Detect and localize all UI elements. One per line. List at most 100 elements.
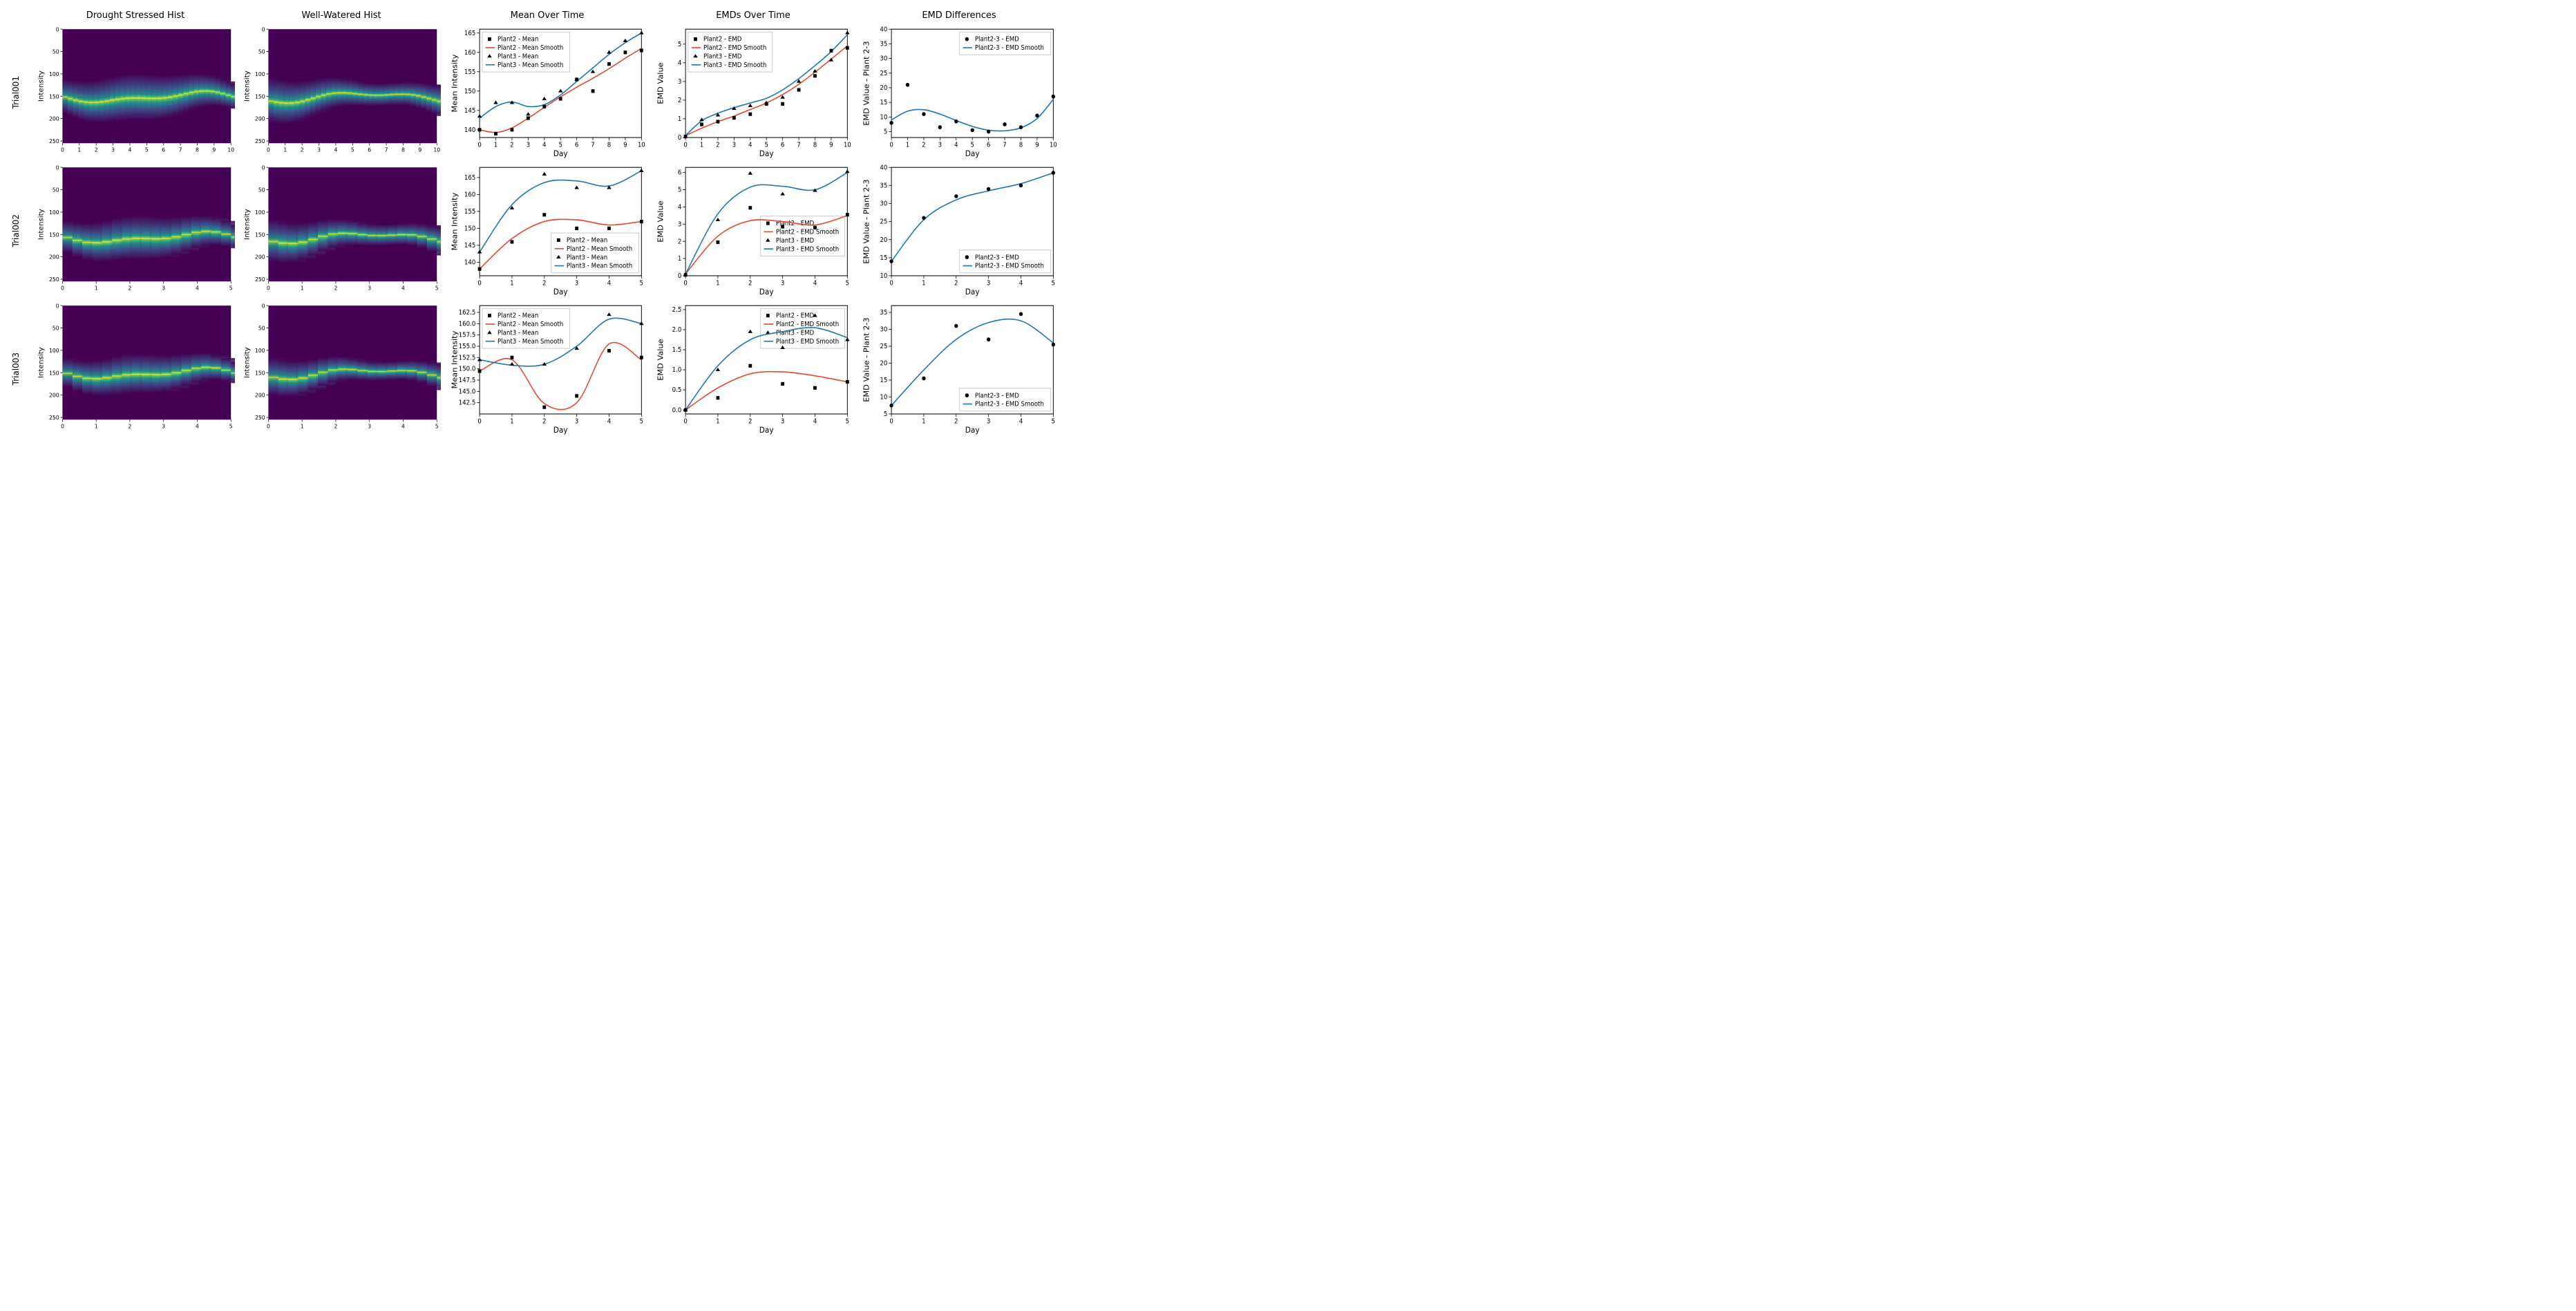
svg-text:152.5: 152.5 xyxy=(459,355,476,361)
svg-text:10: 10 xyxy=(1050,142,1057,149)
svg-text:5: 5 xyxy=(229,285,233,291)
svg-text:150: 150 xyxy=(255,370,265,376)
svg-text:Intensity: Intensity xyxy=(244,70,252,102)
svg-text:2: 2 xyxy=(128,423,131,429)
emd-over-time-chart: 0123450123456DayEMD ValuePlant2 - EMDPla… xyxy=(654,163,853,299)
svg-text:Plant2 - Mean Smooth: Plant2 - Mean Smooth xyxy=(567,246,632,253)
svg-text:5: 5 xyxy=(970,142,974,149)
svg-text:Intensity: Intensity xyxy=(38,209,46,240)
svg-text:0: 0 xyxy=(267,285,270,291)
svg-text:200: 200 xyxy=(49,115,59,122)
svg-text:50: 50 xyxy=(258,48,265,55)
svg-text:Plant3 - Mean Smooth: Plant3 - Mean Smooth xyxy=(498,62,563,69)
svg-text:5: 5 xyxy=(640,280,643,287)
svg-text:0: 0 xyxy=(61,147,64,153)
svg-text:155: 155 xyxy=(464,209,475,216)
svg-text:0: 0 xyxy=(477,280,482,287)
svg-text:5: 5 xyxy=(764,142,768,149)
svg-text:155.0: 155.0 xyxy=(459,343,476,350)
svg-text:4: 4 xyxy=(128,147,131,153)
svg-text:150: 150 xyxy=(464,225,476,232)
svg-text:Plant2-3 - EMD Smooth: Plant2-3 - EMD Smooth xyxy=(975,263,1044,270)
svg-text:35: 35 xyxy=(880,182,887,189)
svg-text:Plant3 - Mean: Plant3 - Mean xyxy=(567,254,607,261)
svg-text:Plant2-3 - EMD Smooth: Plant2-3 - EMD Smooth xyxy=(975,401,1044,408)
svg-text:0: 0 xyxy=(477,418,482,425)
svg-text:Day: Day xyxy=(965,287,980,296)
svg-text:Plant2 - Mean: Plant2 - Mean xyxy=(567,237,607,244)
svg-text:2: 2 xyxy=(748,280,752,287)
svg-text:0: 0 xyxy=(267,423,270,429)
svg-text:9: 9 xyxy=(1035,142,1039,149)
svg-text:4: 4 xyxy=(334,147,337,153)
svg-text:0: 0 xyxy=(262,303,265,309)
row-title: Trial002 xyxy=(11,214,21,247)
svg-text:Intensity: Intensity xyxy=(38,347,46,378)
svg-text:Intensity: Intensity xyxy=(38,70,46,102)
svg-text:8: 8 xyxy=(196,147,199,153)
svg-text:250: 250 xyxy=(255,138,265,144)
svg-text:5: 5 xyxy=(145,147,149,153)
svg-text:Plant3 - Mean: Plant3 - Mean xyxy=(498,330,538,337)
heatmap-well-watered: 050100150200250012345Intensity xyxy=(242,301,441,437)
svg-text:Plant2-3 - EMD: Plant2-3 - EMD xyxy=(975,393,1019,399)
svg-text:200: 200 xyxy=(49,254,59,260)
svg-text:Plant2 - Mean: Plant2 - Mean xyxy=(498,312,538,319)
svg-text:150: 150 xyxy=(255,232,265,238)
svg-text:150: 150 xyxy=(49,232,59,238)
svg-text:Plant2-3 - EMD: Plant2-3 - EMD xyxy=(975,36,1019,43)
svg-text:50: 50 xyxy=(53,187,59,193)
svg-text:Day: Day xyxy=(553,287,568,296)
svg-text:Plant2 - EMD Smooth: Plant2 - EMD Smooth xyxy=(776,229,839,236)
svg-text:25: 25 xyxy=(880,343,887,350)
svg-text:EMD Value - Plant 2-3: EMD Value - Plant 2-3 xyxy=(862,41,871,125)
svg-text:2: 2 xyxy=(334,285,337,291)
svg-text:Mean Intensity: Mean Intensity xyxy=(451,330,460,388)
svg-text:5: 5 xyxy=(1052,418,1055,425)
svg-text:4: 4 xyxy=(607,280,612,287)
heatmap-well-watered: 050100150200250012345Intensity xyxy=(242,163,441,299)
svg-text:25: 25 xyxy=(880,218,887,225)
svg-text:10: 10 xyxy=(433,147,440,153)
svg-text:2.5: 2.5 xyxy=(672,307,682,314)
svg-text:30: 30 xyxy=(880,200,887,207)
svg-text:Plant3 - EMD Smooth: Plant3 - EMD Smooth xyxy=(776,339,839,346)
svg-text:25: 25 xyxy=(880,70,887,77)
svg-text:Plant2 - Mean: Plant2 - Mean xyxy=(498,36,538,43)
svg-text:0: 0 xyxy=(889,418,893,425)
svg-text:4: 4 xyxy=(1019,280,1023,287)
svg-text:3: 3 xyxy=(781,418,784,425)
svg-text:Plant3 - EMD: Plant3 - EMD xyxy=(703,53,741,60)
svg-text:1: 1 xyxy=(906,142,909,149)
svg-text:7: 7 xyxy=(1003,142,1006,149)
svg-text:15: 15 xyxy=(880,255,887,262)
svg-text:9: 9 xyxy=(212,147,216,153)
figure-grid: Drought Stressed HistWell-Watered HistMe… xyxy=(0,0,1064,442)
svg-text:10: 10 xyxy=(227,147,234,153)
svg-text:EMD Value: EMD Value xyxy=(656,339,665,381)
svg-text:2: 2 xyxy=(334,423,337,429)
svg-text:1: 1 xyxy=(716,418,719,425)
svg-text:0: 0 xyxy=(889,280,893,287)
column-title: Mean Over Time xyxy=(448,10,647,22)
svg-text:0: 0 xyxy=(56,26,59,32)
svg-text:3: 3 xyxy=(987,418,990,425)
svg-text:5: 5 xyxy=(435,285,439,291)
svg-text:100: 100 xyxy=(255,71,265,77)
legend: Plant2 - MeanPlant2 - Mean SmoothPlant3 … xyxy=(482,32,570,72)
svg-text:4: 4 xyxy=(1019,418,1023,425)
svg-text:150.0: 150.0 xyxy=(459,366,476,373)
svg-text:4: 4 xyxy=(542,142,547,149)
svg-text:4: 4 xyxy=(196,423,199,429)
svg-text:EMD Value: EMD Value xyxy=(656,62,665,104)
svg-text:3: 3 xyxy=(732,142,736,149)
svg-text:2: 2 xyxy=(542,418,546,425)
svg-text:100: 100 xyxy=(255,209,265,216)
svg-text:1: 1 xyxy=(922,280,925,287)
svg-text:0: 0 xyxy=(262,164,265,171)
svg-text:5: 5 xyxy=(846,418,849,425)
svg-text:50: 50 xyxy=(258,325,265,331)
svg-text:3: 3 xyxy=(111,147,115,153)
svg-text:Plant2-3 - EMD Smooth: Plant2-3 - EMD Smooth xyxy=(975,45,1044,52)
svg-text:3: 3 xyxy=(987,280,990,287)
